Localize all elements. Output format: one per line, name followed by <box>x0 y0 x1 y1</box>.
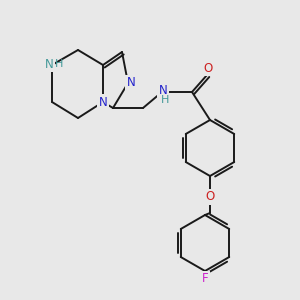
Text: N: N <box>99 95 107 109</box>
Text: O: O <box>203 61 213 74</box>
Text: H: H <box>55 59 63 69</box>
Text: N: N <box>159 83 167 97</box>
Text: H: H <box>161 95 169 105</box>
Text: F: F <box>202 272 208 286</box>
Text: N: N <box>45 58 53 70</box>
Text: O: O <box>206 190 214 203</box>
Text: N: N <box>127 76 135 89</box>
